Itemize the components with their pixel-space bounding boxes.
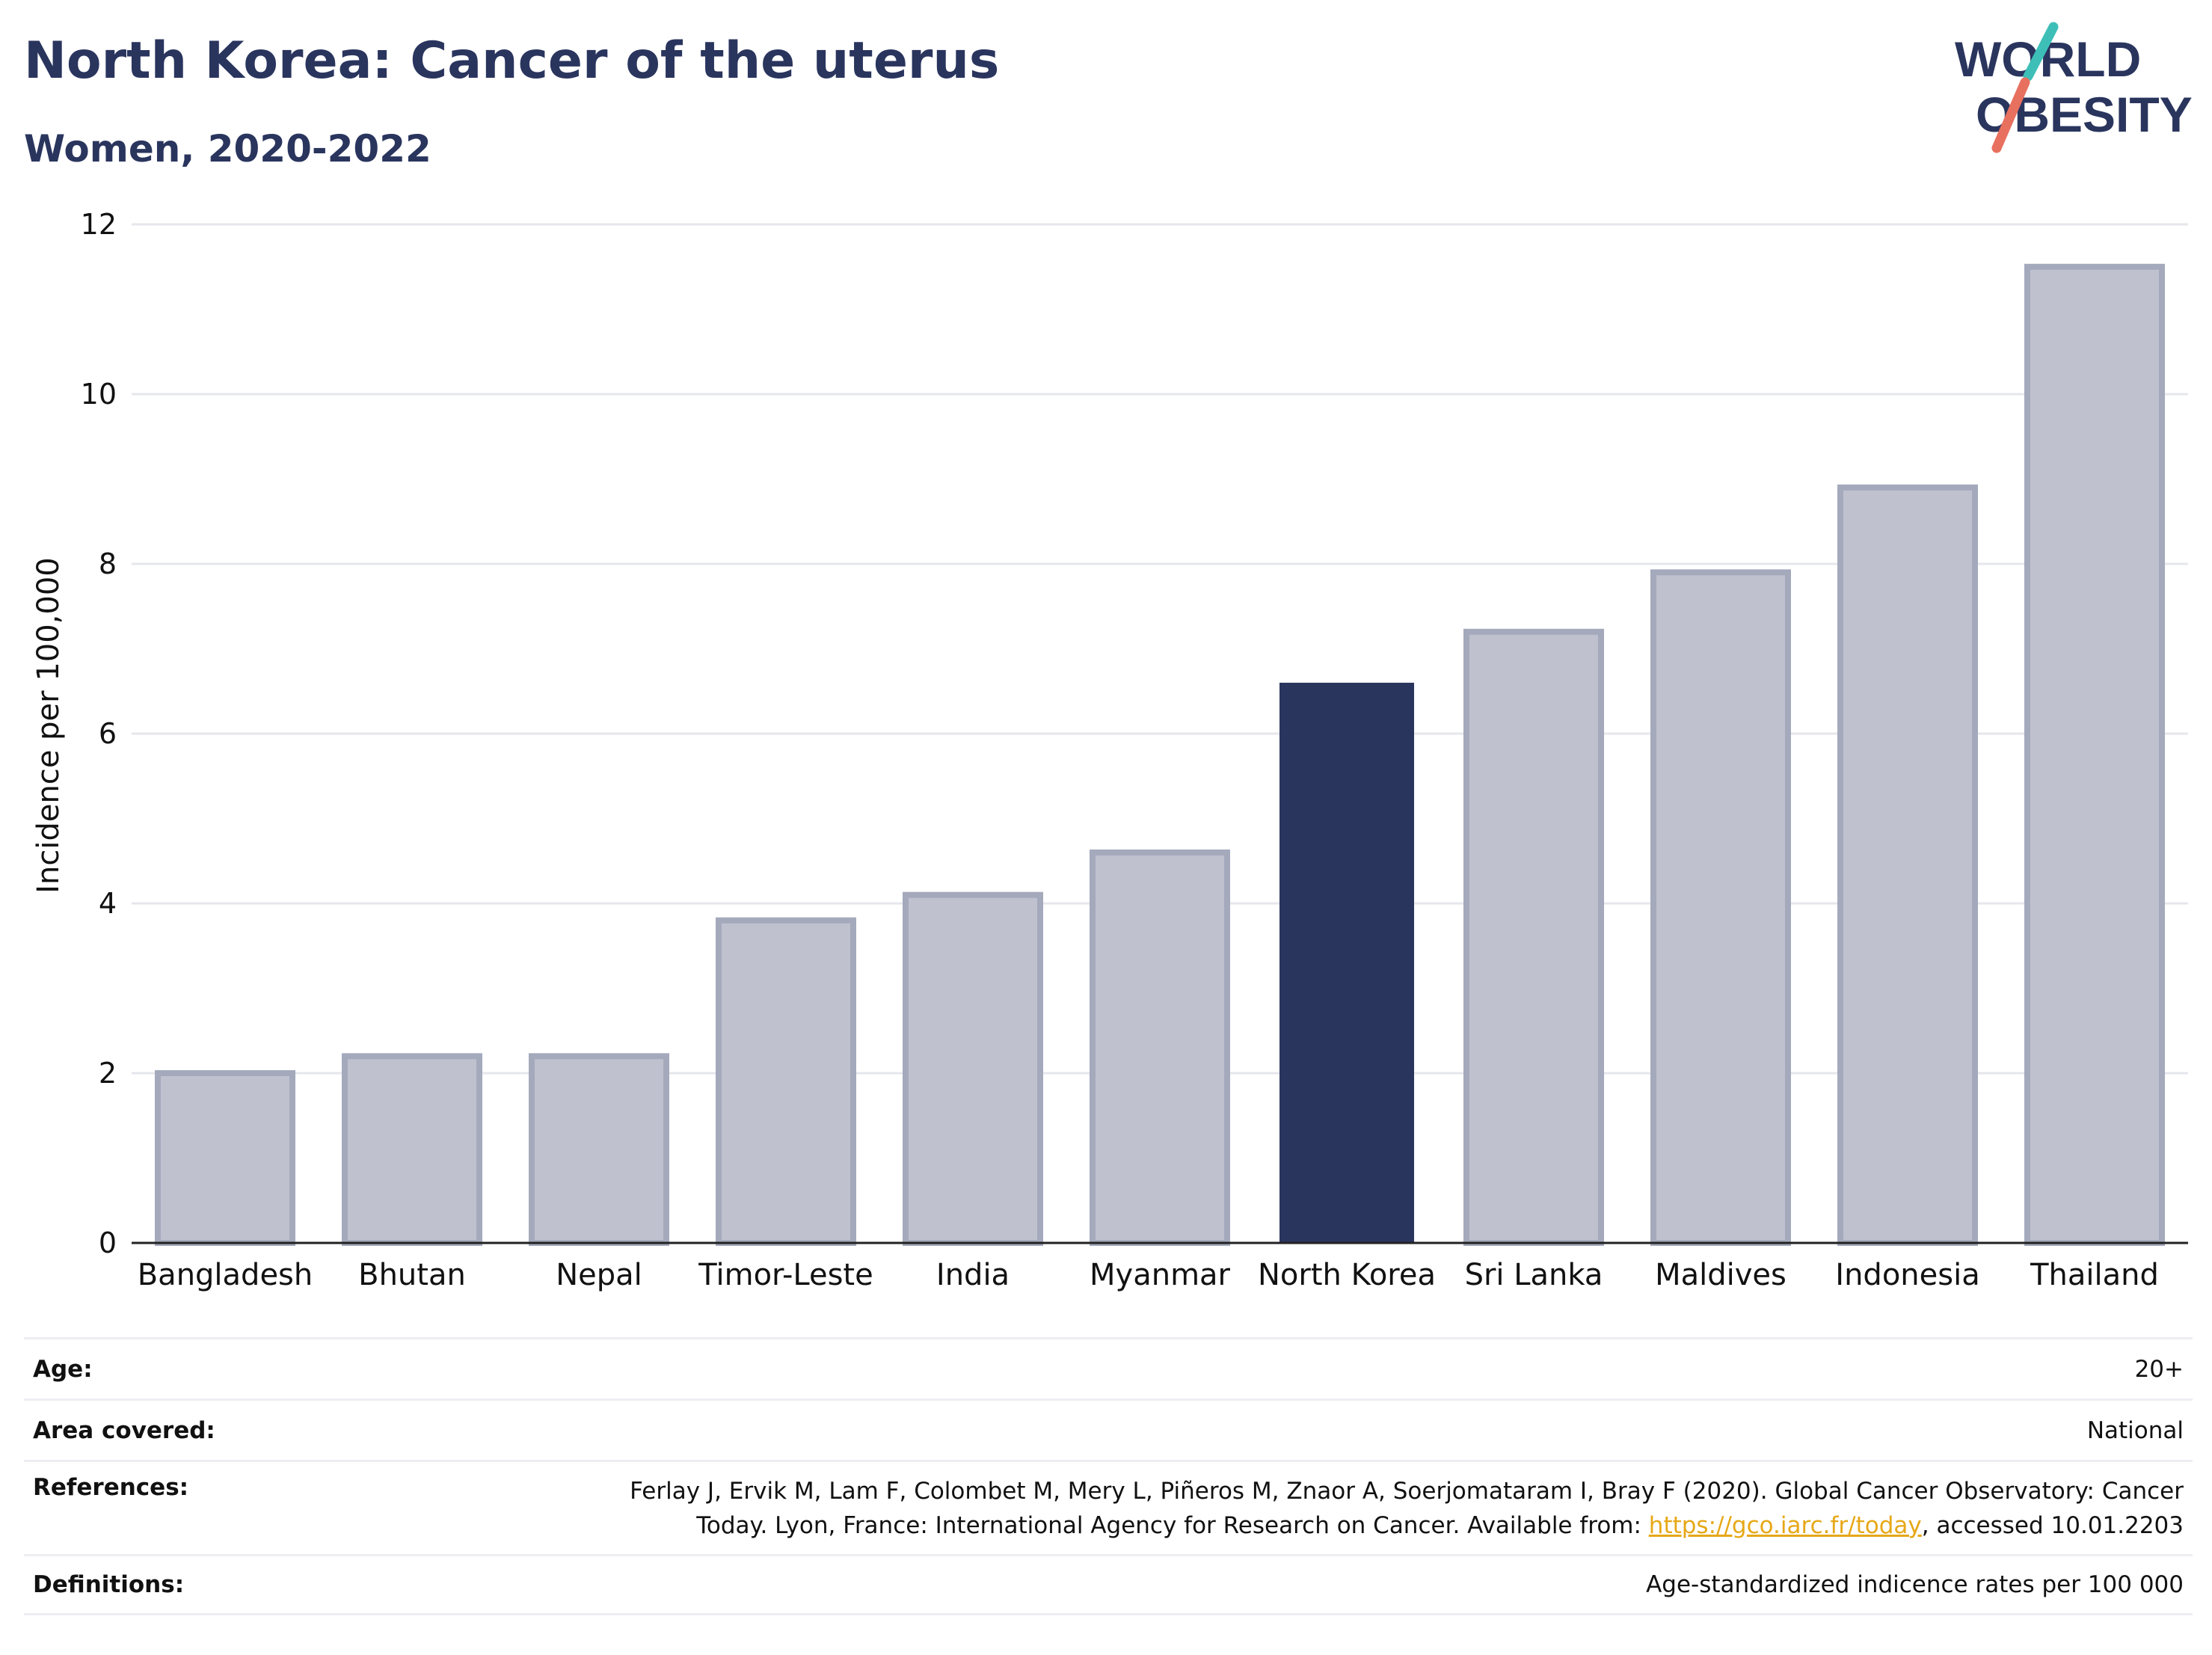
meta-row-area: Area covered: National: [24, 1398, 2193, 1460]
x-tick-label: Timor-Leste: [698, 1258, 873, 1292]
meta-row-age: Age: 20+: [24, 1337, 2193, 1398]
age-value: 20+: [2134, 1355, 2184, 1383]
x-tick-label: Sri Lanka: [1465, 1258, 1603, 1292]
y-axis-label: Incidence per 100,000: [31, 557, 66, 894]
references-link[interactable]: https://gco.iarc.fr/today: [1648, 1511, 1922, 1539]
y-tick-label: 6: [99, 717, 117, 750]
bar-timor-leste: [716, 917, 856, 1246]
x-tick-label: Thailand: [2030, 1258, 2159, 1292]
y-tick-label: 12: [81, 208, 117, 241]
bar-bangladesh: [155, 1070, 295, 1246]
x-tick-label: North Korea: [1258, 1258, 1436, 1292]
bar-indonesia: [1837, 484, 1978, 1246]
bar-myanmar: [1090, 849, 1230, 1246]
logo-slash-top: [2023, 22, 2059, 82]
bar-bhutan: [342, 1053, 482, 1247]
x-tick-label: Nepal: [556, 1258, 642, 1292]
bar-india: [903, 891, 1043, 1247]
chart-subtitle: Women, 2020-2022: [24, 127, 431, 171]
references-line-2-start: Today. Lyon, France: International Agenc…: [696, 1511, 1649, 1539]
x-tick-label: Bangladesh: [138, 1258, 313, 1292]
meta-row-references: References: Ferlay J, Ervik M, Lam F, Co…: [24, 1460, 2193, 1554]
metadata-table: Age: 20+ Area covered: National Referenc…: [24, 1337, 2193, 1615]
meta-row-definitions: Definitions: Age-standardized indicence …: [24, 1554, 2193, 1615]
chart-title: North Korea: Cancer of the uterus: [24, 31, 1000, 90]
references-value: Ferlay J, Ervik M, Lam F, Colombet M, Me…: [630, 1474, 2184, 1543]
bar-north-korea: [1279, 682, 1414, 1243]
area-label: Area covered:: [33, 1416, 215, 1444]
y-tick-label: 8: [99, 547, 117, 580]
bar-nepal: [529, 1053, 669, 1247]
x-tick-label: Indonesia: [1835, 1258, 1979, 1292]
x-tick-label: Bhutan: [358, 1258, 466, 1292]
y-tick-label: 0: [99, 1226, 117, 1259]
bar-sri-lanka: [1463, 628, 1604, 1246]
definitions-value: Age-standardized indicence rates per 100…: [1646, 1571, 2184, 1598]
area-value: National: [2086, 1416, 2184, 1444]
y-tick-label: 2: [99, 1057, 117, 1090]
world-obesity-logo: WORLD OBESITY: [1955, 22, 2193, 153]
y-tick-label: 4: [99, 887, 117, 920]
bar-chart: 0 2 4 6 8 10 12 Bangladesh Bhutan Nepal Timor-Lest…: [31, 208, 2188, 1292]
references-line-1: Ferlay J, Ervik M, Lam F, Colombet M, Me…: [630, 1477, 2184, 1505]
x-tick-label: India: [936, 1258, 1010, 1292]
bars: [155, 263, 2165, 1247]
references-line-2-end: , accessed 10.01.2203: [1921, 1511, 2184, 1539]
age-label: Age:: [33, 1355, 93, 1383]
bar-maldives: [1650, 569, 1791, 1246]
x-tick-label: Maldives: [1655, 1258, 1787, 1292]
logo-slash-bottom: [1991, 77, 2030, 153]
bar-thailand: [2024, 263, 2165, 1246]
definitions-label: Definitions:: [33, 1571, 185, 1598]
y-tick-label: 10: [81, 378, 117, 411]
references-label: References:: [33, 1474, 189, 1501]
x-tick-label: Myanmar: [1090, 1258, 1231, 1292]
axes: 0 2 4 6 8 10 12 Bangladesh Bhutan Nepal Timor-Lest…: [81, 208, 2188, 1292]
